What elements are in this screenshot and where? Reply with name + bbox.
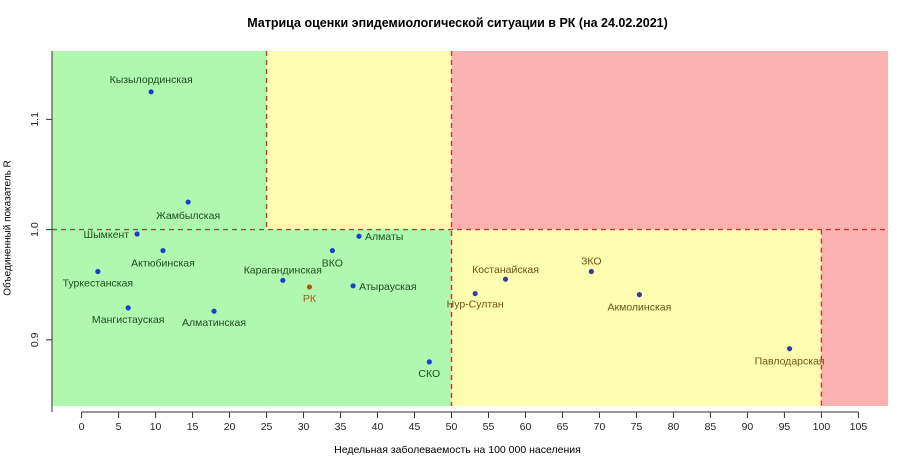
x-tick-label: 90 — [742, 421, 754, 433]
x-tick-label: 0 — [79, 421, 85, 433]
point-label: Алматинская — [182, 317, 246, 329]
point-label: СКО — [418, 368, 440, 380]
x-tick-label: 25 — [261, 421, 273, 433]
zone-0 — [52, 51, 267, 406]
data-point — [502, 276, 509, 282]
data-point — [636, 292, 643, 298]
axes: 0 5 10 15 20 25 30 35 40 45 50 55 60 65 70 75 80 85 90 95 10… — [29, 51, 867, 433]
data-point — [95, 268, 101, 275]
x-tick-label: 100 — [813, 421, 831, 433]
x-tick-label: 5 — [116, 421, 122, 433]
data-point — [426, 359, 432, 365]
y-tick-label: 1.0 — [29, 222, 41, 237]
x-tick-label: 65 — [557, 421, 569, 433]
x-tick-label: 70 — [594, 421, 606, 433]
data-points: Кызылординская Жамбылская Шымкент Актюбинск… — [63, 74, 825, 380]
point-label: Туркестанская — [63, 277, 134, 289]
point-label: Кызылординская — [110, 74, 193, 86]
data-point — [125, 305, 131, 311]
x-tick-label: 20 — [224, 421, 236, 433]
data-point — [472, 290, 478, 297]
x-tick-label: 95 — [779, 421, 791, 433]
data-point — [329, 247, 335, 254]
point-label: Жамбылская — [156, 210, 220, 222]
x-tick-label: 80 — [668, 421, 680, 433]
x-tick-label: 85 — [705, 421, 717, 433]
x-tick-label: 15 — [187, 421, 199, 433]
data-point — [280, 277, 286, 283]
point-label: Павлодарская — [755, 356, 825, 368]
data-point — [350, 283, 356, 289]
data-point — [160, 247, 166, 254]
x-tick-label: 10 — [150, 421, 162, 433]
data-point — [134, 231, 140, 237]
data-point — [787, 346, 793, 352]
zone-3 — [451, 51, 888, 230]
x-tick-label: 55 — [483, 421, 495, 433]
x-tick-label: 45 — [409, 421, 421, 433]
data-point — [211, 308, 217, 314]
x-axis-label: Недельная заболеваемость на 100 000 насе… — [334, 444, 581, 456]
data-point — [148, 89, 154, 95]
point-label: Карагандинская — [244, 264, 322, 276]
point-label: ВКО — [322, 258, 343, 270]
point-label: Атырауская — [359, 281, 416, 293]
point-label: Акмолинская — [608, 302, 672, 314]
data-point — [185, 199, 191, 205]
x-tick-label: 105 — [850, 421, 868, 433]
data-point — [588, 268, 594, 275]
chart-title: Матрица оценки эпидемиологической ситуац… — [247, 16, 668, 30]
x-tick-label: 40 — [372, 421, 384, 433]
zone-2 — [266, 229, 452, 406]
zone-5 — [821, 229, 888, 406]
y-tick-label: 1.1 — [29, 112, 41, 127]
zone-1 — [266, 51, 452, 230]
point-label: ЗКО — [581, 255, 602, 267]
y-tick-label: 0.9 — [29, 332, 41, 347]
point-label: Актюбинская — [131, 258, 195, 270]
point-label: Шымкент — [84, 229, 130, 241]
x-tick-label: 75 — [631, 421, 643, 433]
point-label: Костанайская — [472, 264, 539, 276]
x-tick-label: 50 — [446, 421, 458, 433]
x-tick-label: 60 — [520, 421, 532, 433]
x-tick-label: 35 — [335, 421, 347, 433]
data-point — [356, 233, 362, 239]
point-label: РК — [303, 293, 317, 305]
point-label: Алматы — [365, 231, 403, 243]
zone-4 — [451, 229, 822, 406]
zone-backgrounds — [52, 51, 888, 406]
x-tick-label: 30 — [298, 421, 310, 433]
data-point — [306, 284, 313, 290]
point-label: Мангистауская — [92, 314, 165, 326]
point-label: Нур-Султан — [447, 299, 504, 311]
threshold-lines — [52, 51, 888, 406]
